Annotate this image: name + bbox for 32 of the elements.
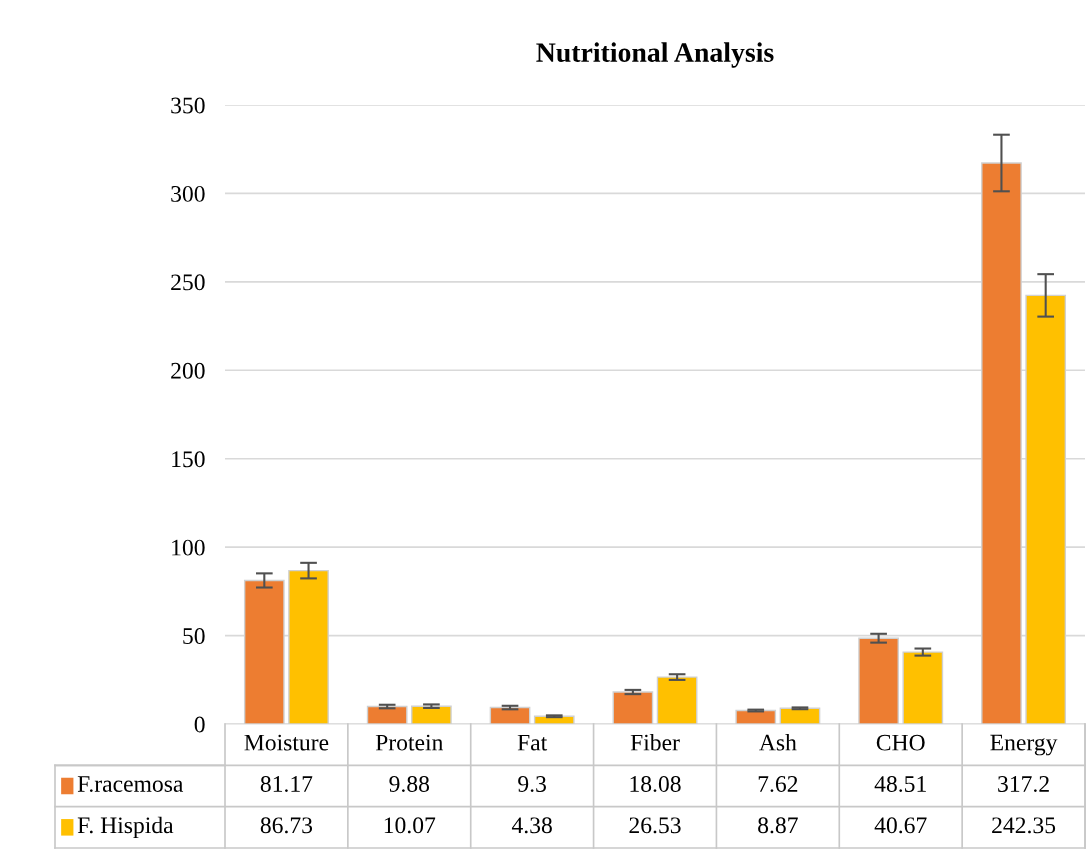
- data-label: 18.08: [630, 775, 681, 793]
- data-label: 9.3: [518, 776, 546, 793]
- data-label: 7.62: [758, 776, 798, 793]
- data-label: 9.88: [389, 775, 430, 793]
- data-label: 4.38: [511, 817, 552, 834]
- data-label: 86.73: [260, 817, 313, 834]
- data-label: 10.07: [384, 817, 436, 834]
- legend-label: F.racemosa: [77, 776, 184, 793]
- y-tick-label: 150: [172, 451, 205, 468]
- data-label: 317.2: [998, 776, 1049, 793]
- x-tick-label: Fat: [517, 734, 548, 751]
- chart-title: Nutritional Analysis: [536, 42, 774, 68]
- data-label: 48.51: [874, 775, 926, 793]
- x-tick-label: Fiber: [630, 733, 680, 751]
- y-tick-label: 50: [183, 628, 205, 644]
- data-label: 81.17: [260, 775, 313, 793]
- legend-label: F. Hispida: [77, 816, 174, 839]
- y-tick-label: 250: [171, 274, 205, 291]
- data-label: 8.87: [758, 817, 798, 834]
- y-tick-label: 300: [171, 185, 205, 202]
- y-tick-label: 350: [171, 97, 205, 114]
- data-label: 242.35: [992, 817, 1056, 834]
- data-label: 26.53: [629, 817, 681, 834]
- x-tick-label: Protein: [375, 734, 444, 751]
- y-tick-label: 0: [194, 716, 205, 733]
- y-tick-label: 200: [171, 362, 205, 379]
- data-label: 40.67: [874, 817, 927, 834]
- x-tick-label: CHO: [876, 734, 925, 751]
- y-tick-label: 100: [172, 539, 205, 556]
- x-tick-label: Energy: [990, 734, 1058, 756]
- x-tick-label: Ash: [759, 733, 797, 751]
- x-tick-label: Moisture: [244, 734, 329, 751]
